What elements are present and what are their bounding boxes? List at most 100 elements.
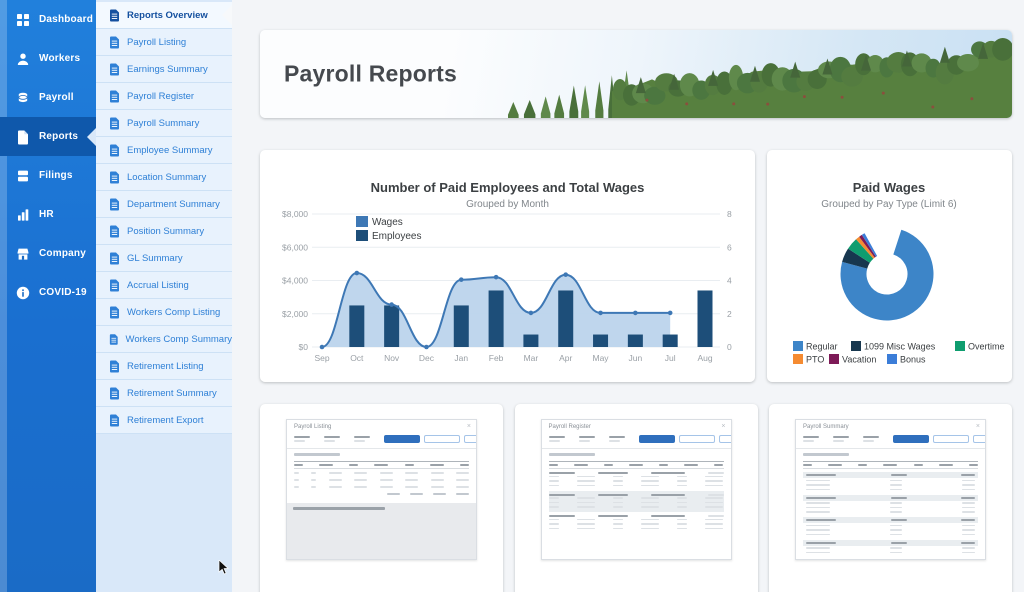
mini-section-band [803,472,978,478]
mini-row-group [548,469,724,491]
report-thumbnail-payroll-summary[interactable]: Payroll Summary × [795,419,986,560]
report-menu-item-gl-summary[interactable]: GL Summary [96,245,232,272]
skeleton-text [714,464,724,466]
mini-section-row [803,487,978,492]
skeleton-text [311,478,317,481]
mini-secondary-button [973,435,985,443]
svg-text:$6,000: $6,000 [282,242,308,252]
skeleton-text [938,464,953,466]
skeleton-text [806,496,836,499]
report-menu-item-label: Payroll Summary [127,117,200,129]
svg-text:$0: $0 [299,342,309,352]
mini-close-icon: × [975,423,980,430]
mini-filter [578,436,595,442]
skeleton-text [405,478,419,481]
skeleton-text [962,533,975,535]
report-menu-item-retirement-export[interactable]: Retirement Export [96,407,232,434]
mini-footer-line [293,507,470,510]
report-menu-item-location-summary[interactable]: Location Summary [96,164,232,191]
skeleton-text [806,529,830,531]
skeleton-text [641,497,660,499]
skeleton-text [707,472,724,474]
skeleton-text [806,474,836,476]
report-menu-item-workers-comp-listing[interactable]: Workers Comp Listing [96,299,232,326]
skeleton-text [548,518,559,520]
skeleton-text [806,502,830,504]
mini-close-icon: × [466,423,471,430]
reports-icon [18,130,28,144]
skeleton-text [968,464,978,466]
skeleton-text [677,527,688,529]
report-menu-item-retirement-summary[interactable]: Retirement Summary [96,380,232,407]
svg-text:Grouped by Pay Type (Limit 6): Grouped by Pay Type (Limit 6) [821,199,956,210]
mini-filter [608,436,625,442]
mini-filter-row [287,432,476,447]
workers-icon [17,53,29,65]
skeleton-text [806,488,830,490]
report-menu-item-workers-comp-summary[interactable]: Workers Comp Summary [96,326,232,353]
skeleton-text [548,497,559,499]
skeleton-text [863,436,879,438]
mini-report-name [803,453,978,456]
report-doc-icon [110,90,119,102]
report-menu-item-label: Retirement Summary [127,387,217,399]
skeleton-text [890,506,902,508]
skeleton-text [858,464,868,466]
skeleton-text [603,464,613,466]
report-menu-item-department-summary[interactable]: Department Summary [96,191,232,218]
report-menu-item-payroll-register[interactable]: Payroll Register [96,83,232,110]
report-menu-item-label: Payroll Register [127,90,195,102]
sidebar-item-filings[interactable]: Filings [0,156,96,195]
report-menu-item-accrual-listing[interactable]: Accrual Listing [96,272,232,299]
sidebar-item-label: Reports [39,131,79,142]
report-menu-item-payroll-listing[interactable]: Payroll Listing [96,29,232,56]
svg-text:Feb: Feb [489,353,504,363]
skeleton-text [354,485,368,488]
svg-text:4: 4 [727,276,732,286]
sidebar-item-covid-19[interactable]: COVID-19 [0,273,96,312]
report-thumbnail-card-payroll-register: Payroll Register × [514,404,758,592]
report-menu-item-earnings-summary[interactable]: Earnings Summary [96,56,232,83]
sidebar-item-payroll[interactable]: Payroll [0,78,96,117]
skeleton-text [677,484,688,486]
skeleton-text [294,436,310,438]
mini-row-group [548,490,724,512]
sidebar-item-hr[interactable]: HR [0,195,96,234]
skeleton-text [677,523,688,525]
employees-wages-chart-card: Number of Paid Employees and Total Wages… [260,150,755,382]
report-thumbnail-payroll-listing[interactable]: Payroll Listing × [286,419,477,560]
skeleton-text [379,478,393,481]
svg-text:1099 Misc Wages: 1099 Misc Wages [864,342,936,352]
skeleton-text [962,488,975,490]
mouse-cursor [218,560,229,575]
mini-report-body [542,453,731,534]
report-thumbnail-payroll-register[interactable]: Payroll Register × [540,419,732,560]
report-menu-item-position-summary[interactable]: Position Summary [96,218,232,245]
dashboard-icon [17,13,29,26]
report-menu-item-label: GL Summary [127,252,183,264]
svg-text:Mar: Mar [524,353,539,363]
skeleton-text [612,501,623,503]
skeleton-text [961,496,975,499]
filings-icon [18,170,28,181]
mini-primary-button [384,435,420,443]
mini-report-name [548,453,724,456]
sidebar-item-workers[interactable]: Workers [0,39,96,78]
report-menu-item-reports-overview[interactable]: Reports Overview [96,2,232,29]
sidebar-item-dashboard[interactable]: Dashboard [0,0,96,39]
svg-text:2: 2 [727,309,732,319]
skeleton-text [962,551,975,553]
skeleton-text [328,485,342,488]
report-menu-item-label: Workers Comp Summary [125,333,232,345]
skeleton-text [883,464,898,466]
report-menu-item-payroll-summary[interactable]: Payroll Summary [96,110,232,137]
report-menu-item-employee-summary[interactable]: Employee Summary [96,137,232,164]
svg-text:Bonus: Bonus [900,355,926,365]
skeleton-text [548,506,559,508]
skeleton-text [576,523,595,525]
sidebar-item-reports[interactable]: Reports [0,117,96,156]
sidebar-item-company[interactable]: Company [0,234,96,273]
svg-text:Paid Wages: Paid Wages [853,180,925,195]
report-menu-item-retirement-listing[interactable]: Retirement Listing [96,353,232,380]
skeleton-text [608,440,620,442]
